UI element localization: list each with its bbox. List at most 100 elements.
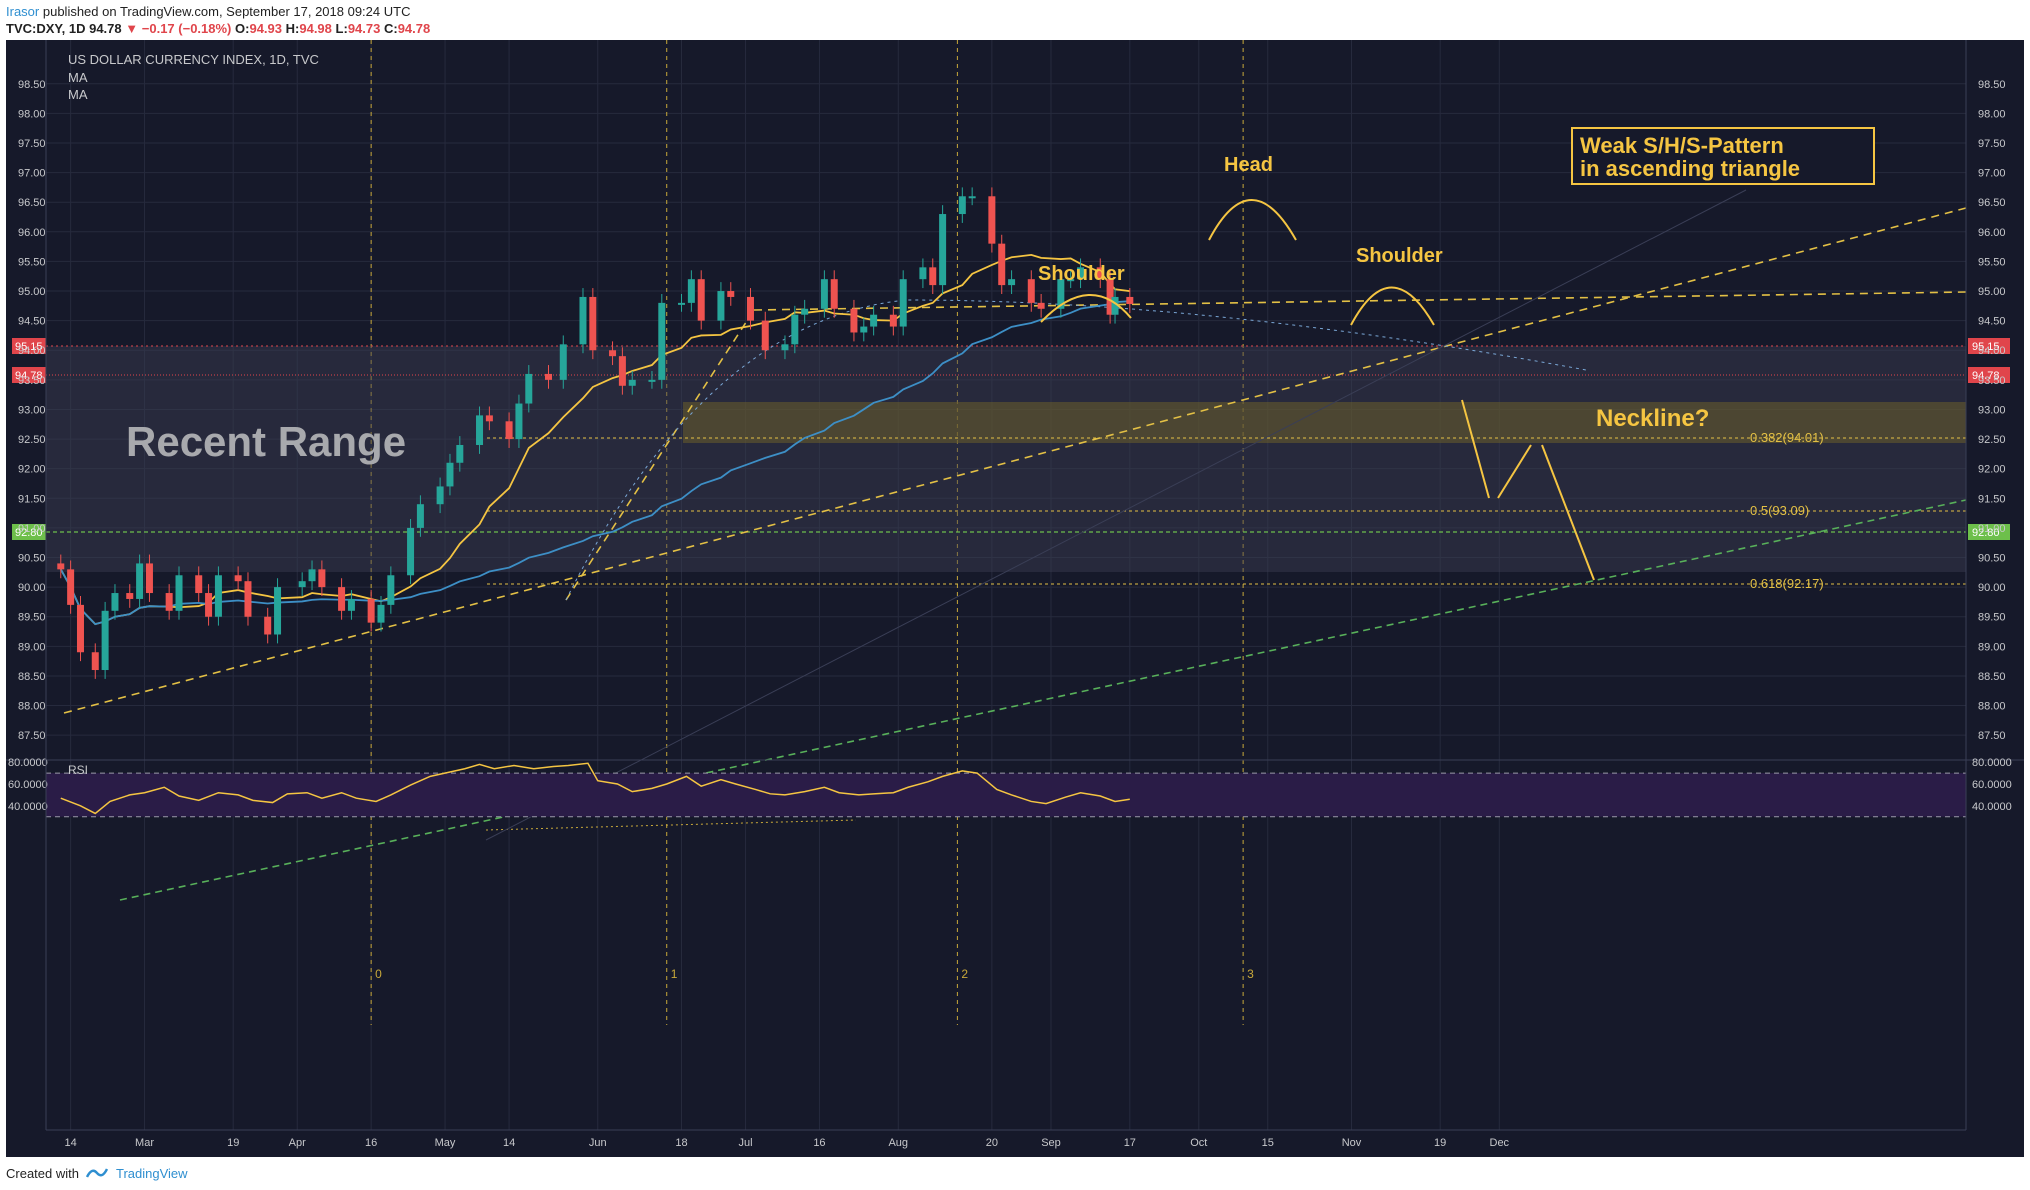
candle-body xyxy=(274,587,282,635)
projection-arrow-up xyxy=(1497,444,1532,499)
candle-body xyxy=(687,279,695,303)
chart-panel[interactable]: 0 1 2 3 Head Shoulder Shoulder Neckline? Recent … xyxy=(6,40,2024,1157)
regression-line xyxy=(485,189,1747,841)
shoulder-left-arc xyxy=(1040,294,1132,323)
candle-body xyxy=(264,616,272,635)
y-tick-left: 98.50 xyxy=(18,79,46,91)
price-badge-left-text: 92.80 xyxy=(15,527,43,539)
y-tick-right: 98.50 xyxy=(1978,79,2006,91)
head-label: Head xyxy=(1224,154,1273,176)
y-tick-left: 94.50 xyxy=(18,316,46,328)
recent-range-band xyxy=(46,346,1966,572)
rsi-tick-left: 40.0000 xyxy=(8,801,48,813)
candle-body xyxy=(958,196,966,215)
x-tick-label: 16 xyxy=(365,1137,377,1149)
candle-body xyxy=(416,504,424,528)
y-tick-right: 89.50 xyxy=(1978,612,2006,624)
candle-body xyxy=(998,243,1006,286)
candle-body xyxy=(145,563,153,594)
x-tick-label: 16 xyxy=(813,1137,825,1149)
candle-body xyxy=(485,415,493,422)
candle-body xyxy=(76,604,84,653)
candle-body xyxy=(505,421,513,440)
tradingview-logo-icon[interactable] xyxy=(86,1165,108,1181)
candle-body xyxy=(91,652,99,671)
candle-body xyxy=(889,314,897,327)
down-arrow-icon: ▼ xyxy=(125,21,139,36)
price-badge-right xyxy=(1968,367,2010,383)
candle-body xyxy=(436,486,444,505)
candle-body xyxy=(559,344,567,380)
head-arc xyxy=(1208,199,1297,241)
candle-body xyxy=(476,415,484,445)
candle-body xyxy=(589,296,597,351)
close-value: 94.78 xyxy=(397,21,431,36)
chart-canvas[interactable]: 0 1 2 3 Head Shoulder Shoulder Neckline? Recent … xyxy=(6,40,2024,1157)
y-tick-right: 87.50 xyxy=(1978,730,2006,742)
rsi-tick-left: 60.0000 xyxy=(8,779,48,791)
rsi-line xyxy=(60,762,1130,815)
candle-body xyxy=(870,314,878,327)
tradingview-link[interactable]: TradingView xyxy=(116,1166,188,1181)
candle-body xyxy=(988,196,996,244)
high-label: H: xyxy=(285,21,300,36)
y-tick-right: 92.50 xyxy=(1978,434,2006,446)
y-tick-right: 93.00 xyxy=(1978,404,2006,416)
y-tick-right: 95.50 xyxy=(1978,256,2006,268)
candle-body xyxy=(899,279,907,327)
candle-body xyxy=(820,279,828,309)
chart-header: Irasor published on TradingView.com, Sep… xyxy=(0,0,2030,40)
candle-body xyxy=(1111,296,1119,315)
candle-body xyxy=(67,569,75,605)
candle-body xyxy=(298,581,306,588)
x-tick-label: 19 xyxy=(1434,1137,1446,1149)
y-tick-right: 97.00 xyxy=(1978,168,2006,180)
open-value: 94.93 xyxy=(249,21,283,36)
x-tick-label: 18 xyxy=(675,1137,687,1149)
y-tick-left: 92.00 xyxy=(18,464,46,476)
candle-body xyxy=(515,403,523,440)
rsi-tick-right: 60.0000 xyxy=(1972,779,2012,791)
candle-body xyxy=(850,308,858,333)
candle-body xyxy=(1126,296,1134,305)
y-tick-left: 91.50 xyxy=(18,493,46,505)
projection-arrow-down-2 xyxy=(1541,444,1595,581)
y-tick-left: 95.50 xyxy=(18,256,46,268)
candle-body xyxy=(609,350,617,357)
candle-body xyxy=(939,214,947,286)
candle-body xyxy=(1096,267,1104,280)
candle-body xyxy=(101,610,109,671)
shoulder-right-label: Shoulder xyxy=(1356,245,1443,267)
candle-body xyxy=(1106,279,1114,315)
author-link[interactable]: Irasor xyxy=(6,4,40,19)
y-tick-right: 97.50 xyxy=(1978,138,2006,150)
rsi-tick-right: 80.0000 xyxy=(1972,757,2012,769)
rsi-label: RSI xyxy=(68,763,88,777)
legend-ma-2: MA xyxy=(68,87,88,102)
candle-body xyxy=(205,593,213,617)
low-value: 94.73 xyxy=(347,21,381,36)
y-tick-left: 88.00 xyxy=(18,701,46,713)
y-tick-right: 93.50 xyxy=(1978,375,2006,387)
candle-body xyxy=(347,598,355,611)
candle-body xyxy=(456,444,464,463)
fib-618-label: 0.618(92.17) xyxy=(1750,576,1824,591)
x-tick-label: 14 xyxy=(65,1137,77,1149)
y-tick-left: 87.50 xyxy=(18,730,46,742)
triangle-top-line xyxy=(753,291,1967,311)
candle-body xyxy=(525,373,533,404)
x-tick-label: Oct xyxy=(1190,1137,1207,1149)
y-tick-right: 89.00 xyxy=(1978,641,2006,653)
x-tick-label: Dec xyxy=(1490,1137,1510,1149)
y-tick-left: 95.00 xyxy=(18,286,46,298)
y-tick-right: 94.00 xyxy=(1978,345,2006,357)
price-badge-right xyxy=(1968,524,2010,540)
price-badge-left xyxy=(12,367,46,383)
cycle-label: 0 xyxy=(375,967,382,981)
y-tick-left: 88.50 xyxy=(18,671,46,683)
x-tick-label: 14 xyxy=(503,1137,515,1149)
price-badge-right xyxy=(1968,338,2010,354)
x-tick-label: Jun xyxy=(589,1137,607,1149)
price-badge-left xyxy=(12,524,46,540)
steep-trend-line xyxy=(565,309,755,601)
